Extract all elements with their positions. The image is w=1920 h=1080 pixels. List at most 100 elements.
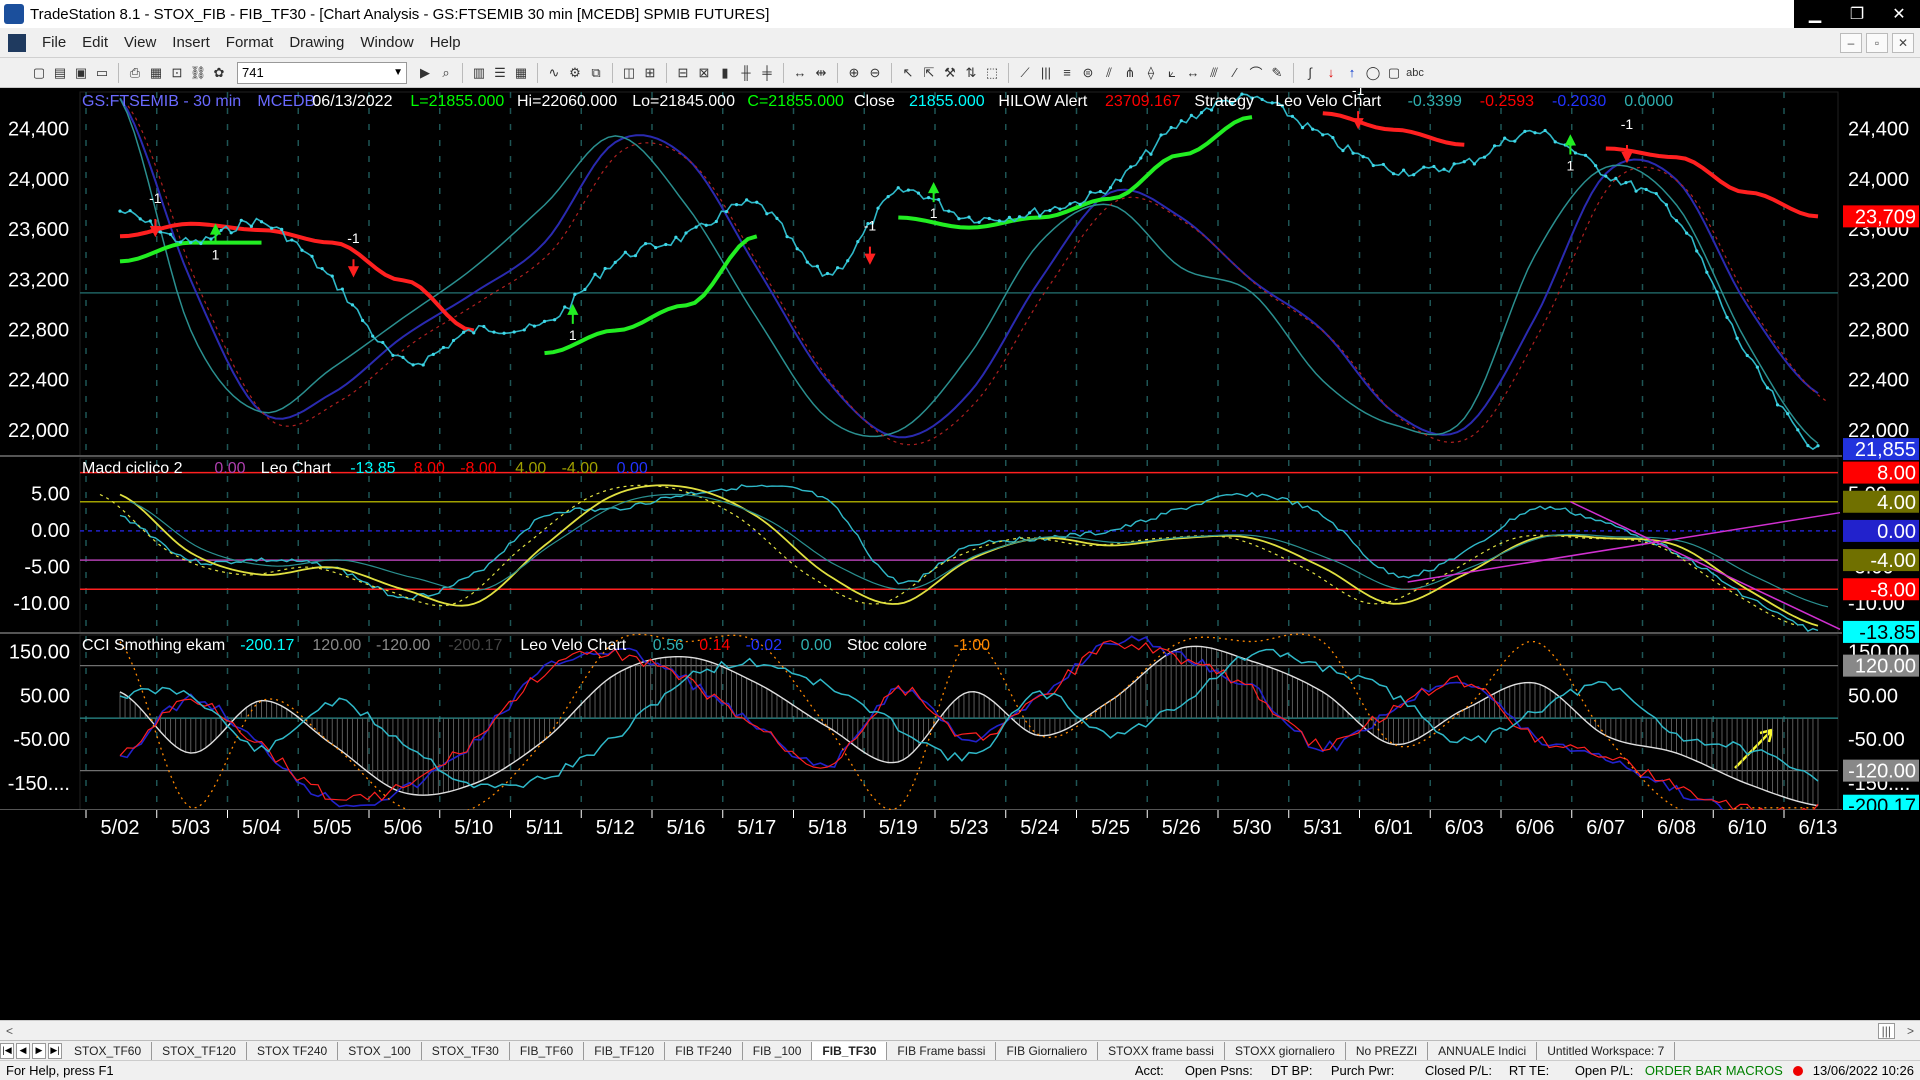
close-button[interactable]: ✕	[1892, 6, 1906, 23]
menu-edit[interactable]: Edit	[82, 34, 109, 51]
folder-icon[interactable]: ▭	[95, 64, 109, 80]
chart-window-icon[interactable]	[8, 33, 26, 52]
preview-icon[interactable]: ▦	[149, 64, 163, 80]
tab-prev-icon[interactable]: ◀	[16, 1042, 30, 1059]
print-icon[interactable]: ⎙	[129, 64, 141, 80]
regression-icon[interactable]: ∕	[1233, 65, 1237, 80]
line-chart-icon[interactable]: ☰	[494, 64, 506, 80]
tab-stoxx-frame-bassi[interactable]: STOXX frame bassi	[1098, 1041, 1225, 1060]
ohlc-icon[interactable]: ╪	[762, 65, 772, 80]
cursor-select-icon[interactable]: ⇱	[923, 64, 935, 80]
speed-lines-icon[interactable]: ⟀	[1168, 64, 1176, 80]
zoom-in-icon[interactable]: ⊕	[848, 64, 860, 80]
arrow-both-icon[interactable]: ↔	[1186, 65, 1200, 80]
tab-first-icon[interactable]: |◀	[0, 1042, 14, 1059]
tab-no-prezzi[interactable]: No PREZZI	[1346, 1041, 1429, 1060]
tab-stoxx-giornaliero[interactable]: STOXX giornaliero	[1225, 1041, 1346, 1060]
tab-stox-100[interactable]: STOX _100	[338, 1041, 422, 1060]
scroll-grip-icon[interactable]: |||	[1877, 1022, 1895, 1039]
channel-icon[interactable]: ⫽	[1106, 64, 1112, 80]
link-icon[interactable]: ⛓	[189, 64, 207, 80]
horizontal-lines-icon[interactable]: ≡	[1063, 65, 1071, 80]
pointer-icon[interactable]: ↖	[902, 64, 914, 80]
tab-next-icon[interactable]: ▶	[32, 1042, 46, 1059]
chart-area[interactable]: -1 1 -1 1 -1 1 -1 1 -1 GS:FTSEMIB - 30 min MCEDB 06…	[0, 82, 1920, 1020]
scroll-right-button[interactable]: >	[1906, 1023, 1914, 1038]
save-icon[interactable]: ▣	[74, 64, 88, 80]
tab-fib-frame-bassi[interactable]: FIB Frame bassi	[887, 1041, 997, 1060]
mdi-close-button[interactable]: ✕	[1892, 32, 1914, 53]
arrow-down-icon[interactable]: ↓	[1327, 65, 1335, 80]
curve-icon[interactable]: ∫	[1308, 65, 1312, 80]
menu-view[interactable]: View	[124, 34, 157, 51]
mdi-restore-button[interactable]: ▫	[1866, 32, 1888, 53]
tab-fib-tf240[interactable]: FIB TF240	[665, 1041, 743, 1060]
chart-svg[interactable]: -11-11-11-11-1GS:FTSEMIB - 30 min MCEDB06…	[0, 82, 1920, 1020]
arrow-up-icon[interactable]: ↑	[1348, 65, 1356, 80]
scroll-left-button[interactable]: <	[6, 1023, 14, 1038]
tab-stox-tf60[interactable]: STOX_TF60	[64, 1041, 153, 1060]
indicator-icon[interactable]: ∿	[548, 64, 560, 80]
maximize-button[interactable]: ❐	[1849, 6, 1865, 23]
velo-red-line	[119, 640, 1819, 818]
tools-icon[interactable]: ⚒	[944, 64, 956, 80]
parallel-lines-icon[interactable]: ⫻	[1210, 64, 1218, 80]
data-icon[interactable]: ⊟	[677, 64, 689, 80]
chart-type-icon[interactable]: ▮	[721, 64, 729, 80]
menu-format[interactable]: Format	[225, 34, 274, 51]
menu-window[interactable]: Window	[360, 34, 414, 51]
menu-drawing[interactable]: Drawing	[289, 34, 345, 51]
vertical-lines-icon[interactable]: |||	[1040, 65, 1052, 80]
tab-fib-tf60[interactable]: FIB_TF60	[510, 1041, 585, 1060]
text-icon[interactable]: abc	[1406, 66, 1424, 79]
arc-icon[interactable]: ⌒	[1249, 66, 1263, 81]
menu-file[interactable]: File	[42, 34, 67, 51]
bar-spacing-icon[interactable]: ↔	[793, 65, 807, 80]
andrews-pitchfork-icon[interactable]: ⋔	[1124, 64, 1136, 80]
play-icon[interactable]: ▶	[420, 64, 430, 80]
tab-stox-tf30[interactable]: STOX_TF30	[422, 1041, 510, 1060]
window-icon[interactable]: ◫	[622, 64, 636, 80]
tab-last-icon[interactable]: ▶|	[48, 1042, 62, 1059]
price-bar-marker	[1644, 187, 1648, 192]
mdi-minimize-button[interactable]: –	[1840, 32, 1862, 53]
tab-fib-tf30[interactable]: FIB_TF30	[812, 1041, 888, 1060]
fib-retracement-icon[interactable]: ⊜	[1082, 64, 1094, 80]
bar-chart-icon[interactable]: ▥	[472, 64, 486, 80]
pen-icon[interactable]: ✎	[1271, 64, 1283, 80]
tab-annuale-indici[interactable]: ANNUALE Indici	[1428, 1041, 1538, 1060]
price-bar-marker	[714, 219, 718, 224]
menu-insert[interactable]: Insert	[172, 34, 210, 51]
status-order-bar-macros[interactable]: ORDER BAR MACROS	[1644, 1063, 1783, 1078]
shortcut-icon[interactable]: ⬚	[985, 64, 999, 80]
tab-fib-giornaliero[interactable]: FIB Giornaliero	[996, 1041, 1099, 1060]
candle-icon[interactable]: ╫	[741, 65, 751, 80]
minimize-button[interactable]: ▁	[1808, 6, 1822, 23]
grid-icon[interactable]: ▦	[514, 64, 528, 80]
tab-fib-tf120[interactable]: FIB_TF120	[584, 1041, 666, 1060]
tab-stox-tf240[interactable]: STOX TF240	[247, 1041, 339, 1060]
price-bar-marker	[371, 334, 375, 338]
palette-icon[interactable]: ✿	[213, 64, 225, 80]
new-icon[interactable]: ▢	[32, 64, 46, 80]
symbol-combo[interactable]: 741 ▼	[237, 61, 407, 84]
lock-icon[interactable]: ⊡	[171, 64, 183, 80]
strategy-icon[interactable]: ⚙	[569, 64, 581, 80]
horizontal-scrollbar[interactable]: < ||| >	[0, 1020, 1920, 1040]
bar-compress-icon[interactable]: ⇹	[815, 64, 827, 80]
rectangle-icon[interactable]: ▢	[1387, 64, 1401, 80]
menu-help[interactable]: Help	[429, 34, 461, 51]
ellipse-icon[interactable]: ◯	[1365, 64, 1381, 80]
tab-stox-tf120[interactable]: STOX_TF120	[152, 1041, 247, 1060]
trade-bar-icon[interactable]: ⇅	[965, 64, 977, 80]
trendline-icon[interactable]: ⟋	[1020, 64, 1030, 80]
tile-icon[interactable]: ⊞	[644, 64, 656, 80]
open-icon[interactable]: ▤	[53, 64, 67, 80]
analysis-icon[interactable]: ⧉	[591, 64, 601, 80]
gann-fan-icon[interactable]: ⟠	[1147, 64, 1155, 80]
tab-untitled-workspace-7[interactable]: Untitled Workspace: 7	[1537, 1041, 1676, 1060]
zoom-out-icon[interactable]: ⊖	[869, 64, 881, 80]
tab-fib-100[interactable]: FIB _100	[743, 1041, 813, 1060]
scan-icon[interactable]: ⊠	[698, 64, 710, 80]
find-icon[interactable]: ⌕	[442, 64, 450, 80]
